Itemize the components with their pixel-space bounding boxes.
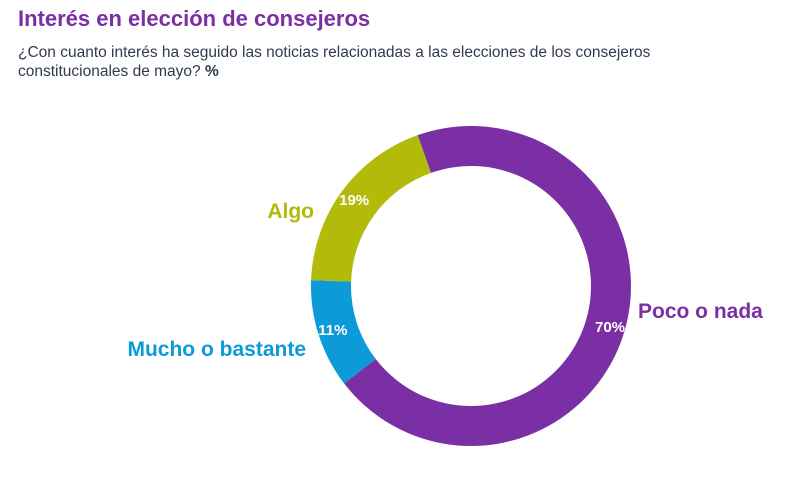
donut-labels: 70% Poco o nada 11% Mucho o bastante 19% Algo (127, 192, 763, 361)
donut-slices (311, 125, 632, 446)
chart-question: ¿Con cuanto interés ha seguido las notic… (18, 43, 758, 81)
slice-algo (311, 135, 431, 282)
value-label-poco-o-nada: 70% (595, 319, 625, 336)
value-label-algo: 19% (339, 192, 369, 209)
category-label-algo: Algo (267, 200, 314, 223)
category-label-mucho-o-bastante: Mucho o bastante (127, 338, 306, 361)
unit-label: % (204, 63, 219, 80)
chart-title: Interés en elección de consejeros (18, 6, 371, 31)
value-label-mucho-o-bastante: 11% (318, 322, 347, 339)
question-text: ¿Con cuanto interés ha seguido las notic… (18, 44, 651, 80)
category-label-poco-o-nada: Poco o nada (638, 300, 763, 323)
slice-mucho-o-bastante (311, 280, 376, 384)
